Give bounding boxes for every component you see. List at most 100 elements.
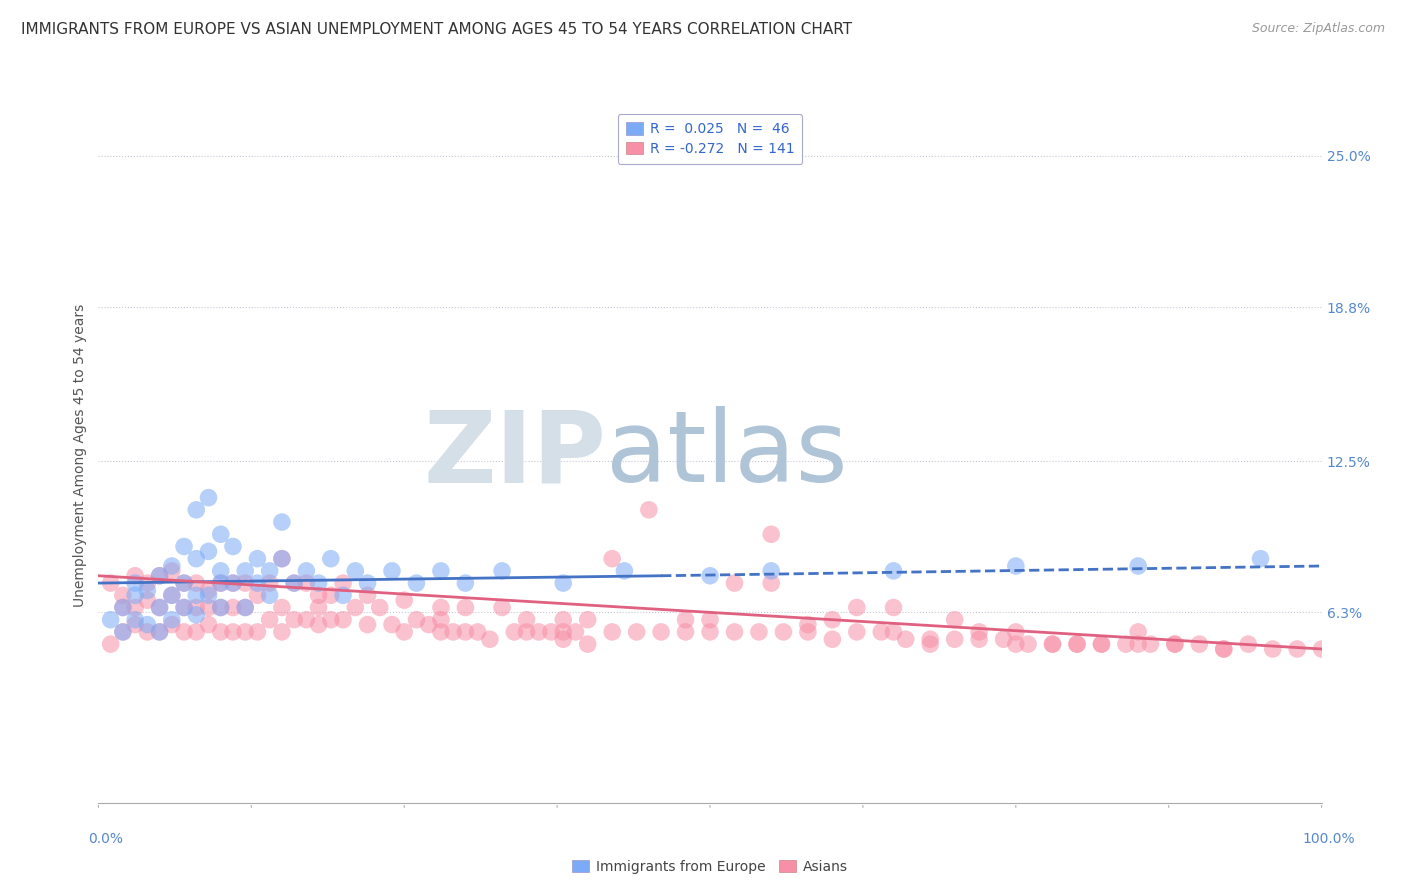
Point (870, 624, 893, 639)
Point (797, 617, 820, 632)
Text: Source: ZipAtlas.com: Source: ZipAtlas.com (1251, 22, 1385, 36)
Point (209, 600, 232, 615)
Point (149, 568, 172, 582)
Point (356, 617, 378, 632)
Point (270, 551, 294, 566)
Point (564, 624, 586, 639)
Point (186, 624, 208, 639)
Point (136, 583, 159, 598)
Point (797, 624, 820, 639)
Point (186, 551, 208, 566)
Point (246, 588, 269, 602)
Point (1212, 642, 1234, 657)
Text: ZIP: ZIP (423, 407, 606, 503)
Point (576, 613, 599, 627)
Point (478, 632, 501, 647)
Point (259, 588, 281, 602)
Point (222, 600, 245, 615)
Point (344, 600, 367, 615)
Point (197, 583, 219, 598)
Point (821, 613, 844, 627)
Point (540, 624, 562, 639)
Point (772, 624, 794, 639)
Point (576, 637, 599, 651)
Point (430, 600, 453, 615)
Point (894, 632, 917, 647)
Point (993, 632, 1015, 647)
Point (124, 617, 146, 632)
Point (173, 540, 195, 554)
Point (699, 613, 721, 627)
Y-axis label: Unemployment Among Ages 45 to 54 years: Unemployment Among Ages 45 to 54 years (73, 303, 87, 607)
Point (319, 551, 342, 566)
Point (160, 617, 183, 632)
Point (491, 564, 513, 578)
Point (920, 637, 942, 651)
Point (600, 551, 623, 566)
Point (270, 624, 294, 639)
Point (233, 624, 256, 639)
Point (136, 576, 159, 591)
Point (100, 613, 122, 627)
Point (100, 637, 122, 651)
Point (699, 624, 721, 639)
Point (1017, 637, 1039, 651)
Point (1004, 559, 1026, 574)
Point (883, 624, 905, 639)
Point (197, 544, 219, 558)
Point (637, 503, 661, 517)
Point (332, 613, 354, 627)
Point (111, 600, 134, 615)
Point (124, 568, 146, 582)
Point (1164, 637, 1187, 651)
Point (626, 624, 648, 639)
Point (1090, 637, 1112, 651)
Point (149, 600, 172, 615)
Point (1004, 637, 1026, 651)
Point (943, 632, 966, 647)
Point (553, 613, 575, 627)
Point (845, 624, 868, 639)
Point (332, 576, 354, 591)
Text: 0.0%: 0.0% (89, 832, 122, 846)
Point (1115, 637, 1137, 651)
Point (246, 624, 269, 639)
Point (283, 576, 305, 591)
Point (308, 576, 330, 591)
Point (160, 613, 183, 627)
Point (186, 600, 208, 615)
Point (222, 624, 245, 639)
Point (527, 624, 550, 639)
Point (209, 600, 232, 615)
Point (1310, 642, 1333, 657)
Point (149, 568, 172, 582)
Point (845, 600, 868, 615)
Point (186, 576, 208, 591)
Point (1261, 642, 1284, 657)
Point (295, 576, 318, 591)
Point (233, 576, 256, 591)
Point (1004, 624, 1026, 639)
Text: 100.0%: 100.0% (1302, 832, 1355, 846)
Point (1250, 551, 1272, 566)
Point (761, 527, 783, 541)
Point (136, 624, 159, 639)
Point (124, 613, 146, 627)
Point (368, 600, 391, 615)
Point (467, 624, 489, 639)
Point (723, 624, 745, 639)
Point (197, 491, 219, 505)
Point (270, 600, 294, 615)
Point (405, 613, 427, 627)
Point (1188, 637, 1211, 651)
Point (344, 564, 367, 578)
Point (160, 588, 183, 602)
Point (332, 588, 354, 602)
Point (186, 607, 208, 622)
Point (308, 588, 330, 602)
Point (613, 564, 636, 578)
Point (1212, 642, 1234, 657)
Point (553, 624, 575, 639)
Point (761, 576, 783, 591)
Point (270, 551, 294, 566)
